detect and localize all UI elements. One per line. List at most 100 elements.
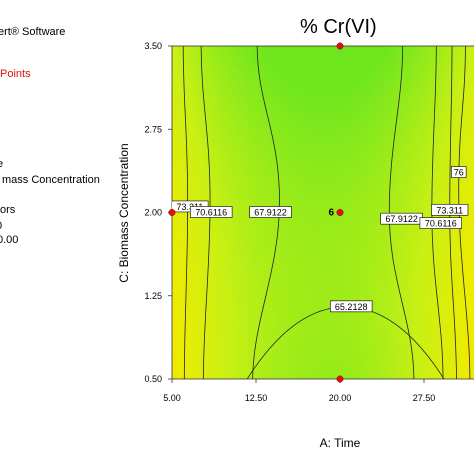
heat-cell [192, 62, 198, 69]
heat-cell [333, 118, 339, 125]
heat-cell [267, 162, 274, 169]
heat-cell [267, 301, 274, 308]
heat-cell [433, 262, 440, 269]
heat-cell [182, 262, 188, 269]
heat-cell [237, 73, 244, 80]
heat-cell [287, 279, 294, 286]
heat-cell [408, 134, 415, 141]
heat-cell [222, 129, 228, 136]
heat-cell [353, 90, 359, 97]
heat-cell [192, 306, 198, 313]
heat-cell [242, 90, 249, 97]
heat-cell [378, 301, 384, 308]
heat-cell [378, 57, 384, 64]
heat-cell [458, 323, 465, 330]
heat-cell [413, 129, 420, 136]
heat-cell [227, 79, 233, 86]
heat-cell [307, 212, 314, 219]
heat-cell [257, 73, 264, 80]
heat-cell [463, 306, 470, 313]
heat-cell [292, 190, 299, 197]
heat-cell [443, 107, 450, 114]
heat-cell [197, 306, 203, 313]
heat-cell [468, 229, 474, 236]
heat-cell [257, 306, 264, 313]
heat-cell [232, 129, 239, 136]
heat-cell [287, 356, 294, 363]
heat-cell [217, 51, 223, 58]
heat-cell [187, 184, 193, 191]
heat-cell [333, 46, 339, 53]
heat-cell [378, 179, 384, 186]
heat-cell [252, 51, 259, 58]
heat-cell [247, 46, 254, 53]
heat-cell [358, 373, 364, 379]
heat-cell [292, 123, 299, 130]
heat-cell [323, 73, 329, 80]
heat-cell [252, 218, 259, 225]
heat-cell [247, 245, 254, 252]
heat-cell [438, 184, 445, 191]
heat-cell [388, 51, 395, 58]
heat-cell [232, 151, 239, 158]
heat-cell [463, 367, 470, 375]
heat-cell [202, 262, 208, 269]
heat-cell [302, 157, 309, 164]
heat-cell [177, 179, 183, 186]
heat-cell [443, 173, 450, 180]
heat-cell [192, 234, 198, 241]
heat-cell [458, 123, 465, 130]
heat-cell [237, 234, 244, 241]
heat-cell [227, 256, 233, 264]
heat-cell [433, 356, 440, 363]
heat-cell [172, 268, 178, 275]
heat-cell [428, 356, 435, 363]
heat-cell [338, 356, 344, 363]
heat-cell [398, 201, 405, 208]
heat-cell [388, 112, 395, 119]
heat-cell [182, 295, 188, 302]
heat-cell [348, 51, 354, 58]
heat-cell [323, 79, 329, 86]
heat-cell [232, 201, 239, 208]
heat-cell [363, 157, 369, 164]
heat-cell [277, 329, 284, 336]
heat-cell [378, 140, 384, 147]
heat-cell [393, 157, 400, 164]
heat-cell [307, 262, 314, 269]
heat-cell [177, 340, 183, 347]
heat-cell [267, 245, 274, 252]
heat-cell [428, 256, 435, 264]
heat-cell [458, 90, 465, 97]
heat-cell [312, 323, 319, 330]
heat-cell [358, 129, 364, 136]
heat-cell [182, 279, 188, 286]
heat-cell [358, 46, 364, 53]
heat-cell [307, 279, 314, 286]
heat-cell [207, 234, 213, 241]
heat-cell [267, 157, 274, 164]
heat-cell [398, 240, 405, 247]
heat-cell [413, 173, 420, 180]
heat-cell [317, 195, 324, 202]
heat-cell [348, 345, 354, 352]
heat-cell [277, 190, 284, 197]
heat-cell [227, 329, 233, 336]
heat-cell [453, 240, 460, 247]
heat-cell [468, 206, 474, 214]
heat-cell [323, 262, 329, 269]
heat-cell [453, 73, 460, 80]
heat-cell [292, 162, 299, 169]
heat-cell [403, 273, 410, 280]
heat-cell [182, 68, 188, 75]
heat-cell [393, 290, 400, 297]
heat-cell [423, 373, 430, 379]
heat-cell [262, 345, 269, 352]
heat-cell [428, 151, 435, 158]
heat-cell [403, 123, 410, 130]
heat-cell [338, 112, 344, 119]
heat-cell [423, 206, 430, 214]
heat-cell [383, 251, 390, 258]
heat-cell [222, 295, 228, 302]
heat-cell [277, 84, 284, 91]
